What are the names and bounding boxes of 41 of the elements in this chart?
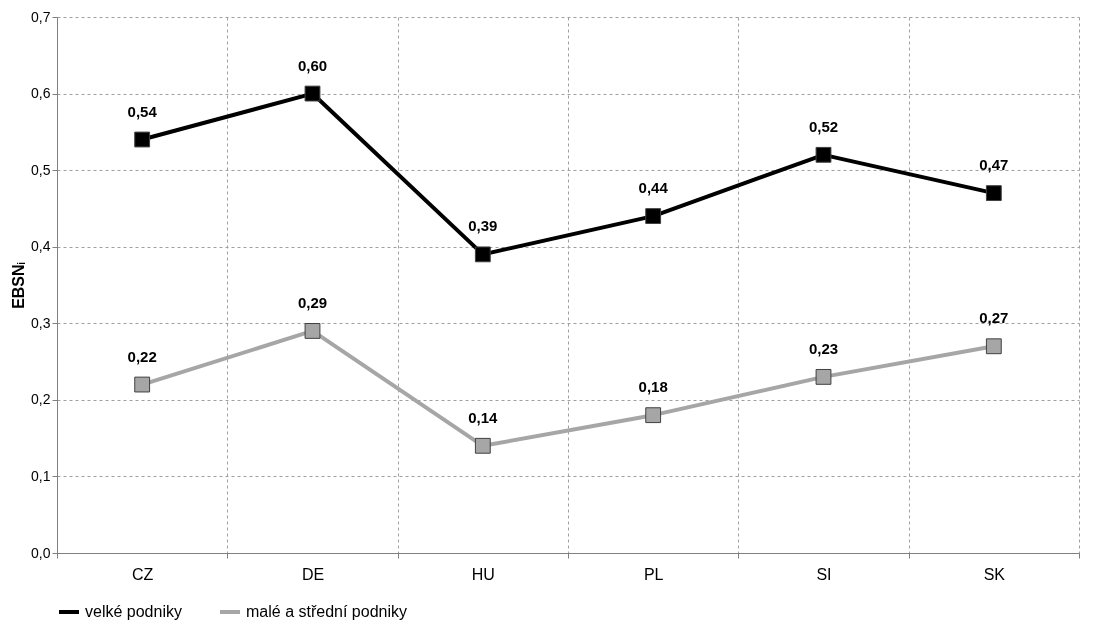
y-tick-label: 0,2 <box>31 391 51 408</box>
data-label: 0,23 <box>808 339 839 357</box>
data-label: 0,18 <box>638 378 668 396</box>
point <box>134 131 151 148</box>
point <box>815 368 832 385</box>
data-label: 0,39 <box>468 217 498 235</box>
point <box>474 246 491 263</box>
y-tick-label: 0,3 <box>31 314 51 331</box>
point <box>815 146 832 163</box>
x-tick-label: HU <box>471 565 495 583</box>
point <box>304 323 321 339</box>
point <box>134 376 151 393</box>
y-tick-label: 0,0 <box>31 544 51 561</box>
legend-label: malé a střední podniky <box>246 603 407 620</box>
y-axis-title: EBSNᵢ <box>10 262 28 309</box>
x-tick-label: DE <box>301 565 325 583</box>
y-tick-label: 0,7 <box>31 8 51 25</box>
data-label: 0,54 <box>127 102 158 120</box>
data-label: 0,29 <box>297 293 328 311</box>
data-label: 0,27 <box>979 309 1009 327</box>
x-tick-label: PL <box>643 565 664 583</box>
point <box>304 85 321 102</box>
y-tick-label: 0,5 <box>31 161 51 178</box>
data-label: 0,14 <box>468 408 499 426</box>
x-tick-label: SI <box>816 565 832 583</box>
point <box>985 185 1002 202</box>
legend-label: velké podniky <box>85 603 182 620</box>
data-label: 0,44 <box>638 179 669 197</box>
point <box>985 338 1002 355</box>
point <box>645 208 662 224</box>
y-tick-label: 0,6 <box>31 85 51 102</box>
data-label: 0,60 <box>297 56 328 74</box>
x-tick-label: SK <box>983 565 1006 583</box>
point <box>645 407 662 424</box>
data-label: 0,22 <box>127 347 157 365</box>
x-tick-label: CZ <box>132 565 154 583</box>
y-tick-label: 0,4 <box>31 238 51 255</box>
y-tick-label: 0,1 <box>31 467 51 484</box>
data-label: 0,52 <box>808 117 839 135</box>
data-label: 0,47 <box>979 156 1009 174</box>
point <box>474 437 491 454</box>
